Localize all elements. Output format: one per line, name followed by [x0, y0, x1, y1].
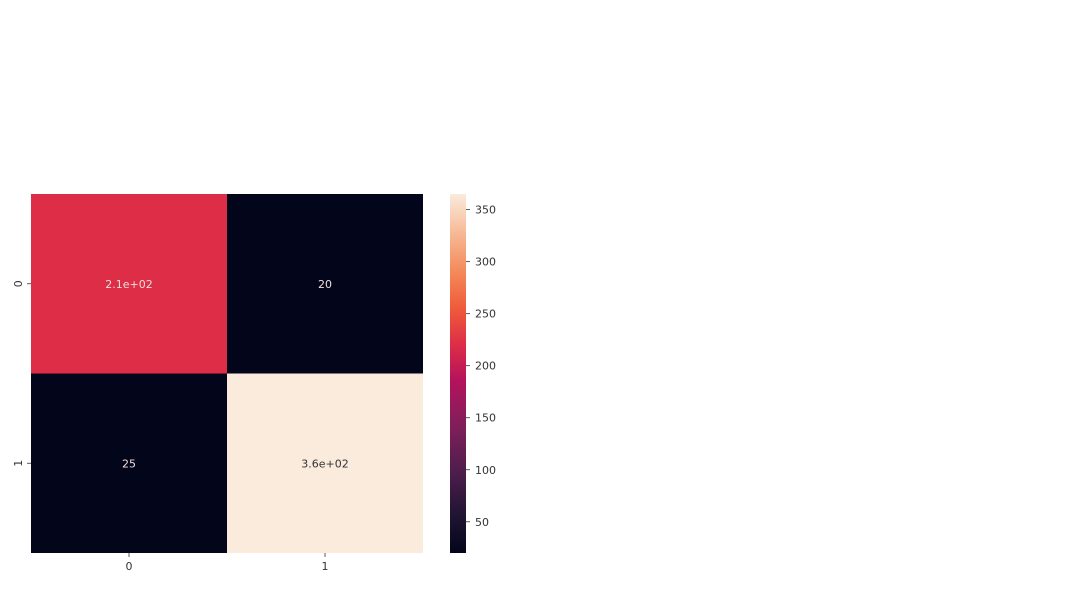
heatmap-cells — [31, 194, 423, 553]
colorbar — [450, 194, 466, 553]
heatmap-annotation-0-0: 2.1e+02 — [105, 278, 152, 291]
heatmap-cell-0-1 — [227, 194, 423, 374]
heatmap-cell-1-0 — [31, 373, 227, 553]
colorbar-tick-label: 50 — [475, 516, 489, 529]
y-tick-label: 1 — [12, 460, 25, 467]
y-axis-ticks: 01 — [12, 280, 31, 467]
heatmap-annotation-0-1: 20 — [318, 278, 332, 291]
heatmap-annotation-1-1: 3.6e+02 — [301, 457, 348, 470]
colorbar-ticks: 50 100 150 200 250 300 350 — [466, 204, 496, 529]
colorbar-tick-label: 250 — [475, 308, 496, 321]
colorbar-tick-label: 300 — [475, 256, 496, 269]
heatmap-cell-0-0 — [31, 194, 227, 374]
colorbar-tick-label: 100 — [475, 464, 496, 477]
colorbar-tick-label: 200 — [475, 360, 496, 373]
y-tick-label: 0 — [12, 280, 25, 287]
x-tick-label: 1 — [322, 560, 329, 573]
colorbar-tick-label: 350 — [475, 204, 496, 217]
colorbar-tick-label: 150 — [475, 412, 496, 425]
heatmap-cell-1-1 — [227, 373, 423, 553]
heatmap-annotations: 2.1e+02 20 25 3.6e+02 — [105, 278, 348, 471]
heatmap-annotation-1-0: 25 — [122, 457, 136, 470]
x-tick-label: 0 — [126, 560, 133, 573]
